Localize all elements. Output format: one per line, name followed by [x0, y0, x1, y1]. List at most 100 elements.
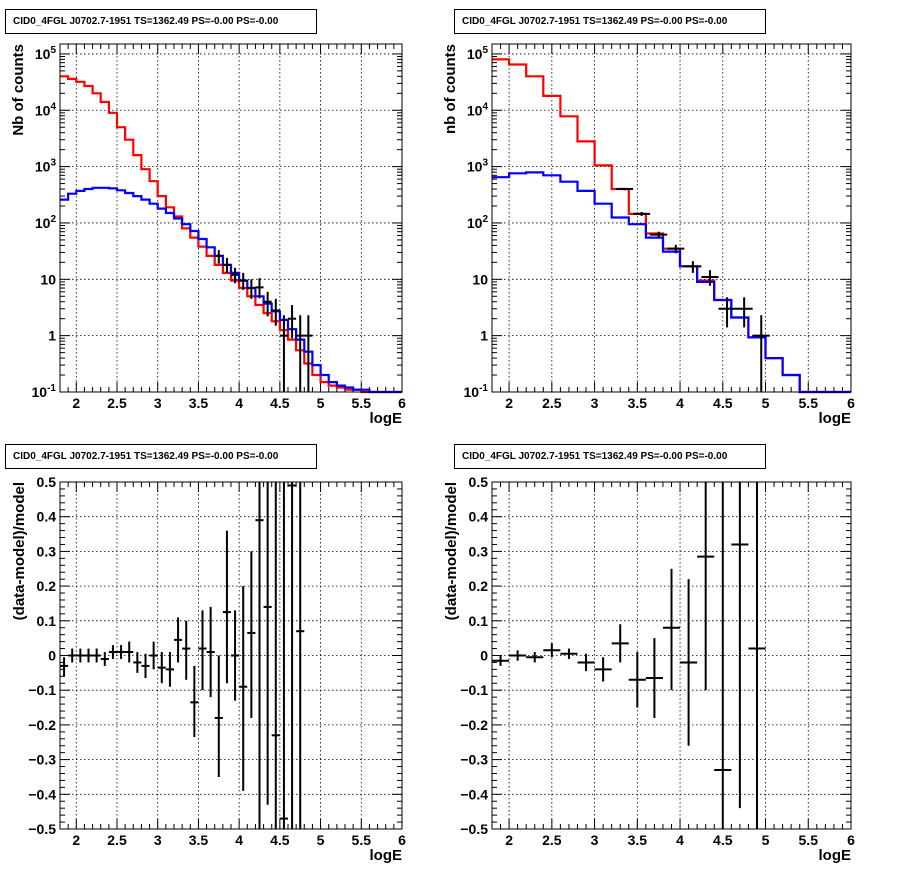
y-tick-label: −0.4	[460, 786, 488, 802]
x-tick-label: 4.5	[713, 395, 733, 411]
y-tick-label: −0.2	[28, 717, 56, 733]
x-tick-label: 3	[154, 832, 162, 848]
x-tick-label: 3	[591, 395, 599, 411]
x-tick-label: 6	[398, 832, 406, 848]
x-tick-label: 4	[235, 832, 243, 848]
x-tick-label: 3	[591, 832, 599, 848]
y-tick-label: 10	[40, 271, 56, 287]
model-source-line	[60, 186, 402, 394]
x-tick-label: 2	[505, 832, 513, 848]
y-tick-exponent: 3	[50, 158, 56, 169]
x-tick-label: 4	[235, 395, 243, 411]
x-tick-label: 3.5	[189, 395, 209, 411]
x-tick-label: 6	[398, 395, 406, 411]
y-tick-label: 10-1	[32, 383, 57, 400]
x-tick-label: 2.5	[107, 832, 127, 848]
x-tick-label: 4.5	[270, 395, 290, 411]
x-axis-label: logE	[819, 410, 852, 427]
chart-title: CID0_4FGL J0702.7-1951 TS=1362.49 PS=-0.…	[5, 444, 317, 469]
y-tick-label: 1	[480, 328, 488, 344]
x-tick-label: 6	[847, 395, 855, 411]
x-tick-label: 2.5	[542, 832, 562, 848]
x-tick-label: 3.5	[628, 832, 648, 848]
y-tick-label: −0.5	[460, 821, 488, 837]
y-tick-exponent: 5	[50, 45, 56, 56]
y-tick-label: −0.2	[460, 717, 488, 733]
chart-panel-residuals-right: 2 2.5 3 3.5 4 4.5 5 5.5 6 −0.5 −0.4 −0.3 −0.2 −0.1 0 0.…	[443, 437, 898, 875]
y-tick-exponent: 2	[50, 214, 56, 225]
x-tick-label: 3	[154, 395, 162, 411]
plot-frame	[59, 43, 403, 393]
x-tick-label: 5.5	[352, 395, 372, 411]
y-axis-label: (data-model)/model	[443, 482, 460, 620]
chart-title: CID0_4FGL J0702.7-1951 TS=1362.49 PS=-0.…	[454, 9, 766, 34]
y-tick-label: 10-1	[464, 383, 489, 400]
y-tick-label: 102	[35, 214, 57, 231]
chart-title: CID0_4FGL J0702.7-1951 TS=1362.49 PS=-0.…	[454, 444, 766, 469]
chart-svg-residuals-left: 2 2.5 3 3.5 4 4.5 5 5.5 6 −0.5 −0.4 −0.3 −0.2 −0.1 0 0.…	[11, 474, 406, 864]
y-tick-label: 10	[472, 271, 488, 287]
y-tick-label: 102	[467, 214, 489, 231]
x-tick-label: 2.5	[107, 395, 127, 411]
y-tick-label: −0.3	[460, 752, 488, 768]
y-tick-exponent: -1	[47, 383, 56, 394]
chart-panel-counts-left: 2 2.5 3 3.5 4 4.5 5 5.5 6 10-1 1 10 102 103 104 105 logE…	[0, 0, 449, 437]
y-tick-exponent: 5	[482, 45, 488, 56]
plot-frame	[59, 481, 403, 830]
chart-svg-residuals-right: 2 2.5 3 3.5 4 4.5 5 5.5 6 −0.5 −0.4 −0.3 −0.2 −0.1 0 0.…	[443, 474, 855, 864]
y-tick-label: −0.4	[28, 786, 56, 802]
y-tick-label: −0.3	[28, 752, 56, 768]
y-tick-exponent: 3	[482, 158, 488, 169]
plot-frame	[491, 481, 852, 830]
x-tick-label: 6	[847, 832, 855, 848]
y-axis-label: nb of counts	[442, 44, 459, 134]
y-tick-label: 0	[480, 648, 488, 664]
chart-svg-counts-left: 2 2.5 3 3.5 4 4.5 5 5.5 6 10-1 1 10 102 103 104 105 logE…	[10, 43, 406, 427]
x-tick-label: 5	[762, 832, 770, 848]
y-tick-label: 105	[467, 45, 489, 62]
x-tick-label: 5.5	[799, 832, 819, 848]
chart-panel-counts-right: 2 2.5 3 3.5 4 4.5 5 5.5 6 10-1 1 10 102 103 104 105 logE…	[442, 0, 898, 437]
y-tick-exponent: 4	[50, 101, 56, 112]
x-tick-label: 4	[676, 832, 684, 848]
x-tick-label: 4.5	[713, 832, 733, 848]
y-axis-label: Nb of counts	[10, 44, 27, 136]
y-tick-label: 0.1	[37, 613, 57, 629]
y-tick-label: 0.2	[469, 578, 489, 594]
model-source-line	[492, 171, 851, 394]
x-tick-label: 4.5	[270, 832, 290, 848]
y-tick-label: 103	[467, 158, 489, 175]
y-tick-label: 0.5	[469, 474, 489, 490]
y-tick-label: 0	[48, 648, 56, 664]
plot-frame	[491, 43, 852, 393]
y-tick-label: 0.3	[37, 543, 57, 559]
y-axis-label: (data-model)/model	[11, 482, 28, 620]
x-tick-label: 3.5	[189, 832, 209, 848]
chart-svg-counts-right: 2 2.5 3 3.5 4 4.5 5 5.5 6 10-1 1 10 102 103 104 105 logE…	[442, 43, 855, 427]
y-tick-label: 104	[467, 101, 489, 118]
x-tick-label: 5	[317, 395, 325, 411]
x-axis-label: logE	[819, 847, 852, 864]
y-tick-label: 0.5	[37, 474, 57, 490]
y-tick-label: −0.5	[28, 821, 56, 837]
chart-title: CID0_4FGL J0702.7-1951 TS=1362.49 PS=-0.…	[5, 9, 317, 34]
y-tick-label: −0.1	[28, 682, 56, 698]
y-tick-exponent: -1	[479, 383, 488, 394]
y-tick-exponent: 2	[482, 214, 488, 225]
x-tick-label: 2.5	[542, 395, 562, 411]
x-tick-label: 4	[676, 395, 684, 411]
x-tick-label: 3.5	[628, 395, 648, 411]
x-tick-label: 5.5	[799, 395, 819, 411]
model-total-line	[492, 58, 851, 394]
x-tick-label: 5	[317, 832, 325, 848]
x-axis-label: logE	[370, 410, 403, 427]
y-tick-label: 104	[35, 101, 57, 118]
y-tick-label: 1	[48, 328, 56, 344]
y-tick-label: −0.1	[460, 682, 488, 698]
y-tick-label: 0.4	[469, 509, 489, 525]
y-tick-label: 0.3	[469, 543, 489, 559]
x-axis-label: logE	[370, 847, 403, 864]
x-tick-label: 2	[505, 395, 513, 411]
x-tick-label: 2	[72, 832, 80, 848]
chart-panel-residuals-left: 2 2.5 3 3.5 4 4.5 5 5.5 6 −0.5 −0.4 −0.3 −0.2 −0.1 0 0.…	[0, 437, 449, 875]
